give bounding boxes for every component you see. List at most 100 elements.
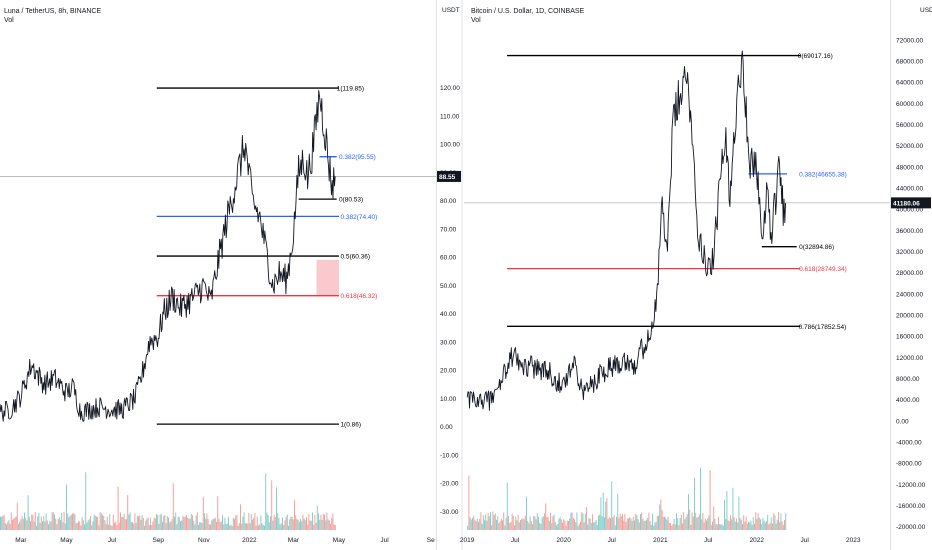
- right-volume-bar: [565, 525, 567, 530]
- left-volume-bar: [212, 519, 214, 530]
- left-y-tick-label: -20.00: [440, 481, 459, 488]
- right-volume-bar: [604, 517, 605, 530]
- right-volume-bar: [516, 520, 518, 530]
- left-volume-bar: [176, 524, 178, 530]
- left-fib-label-1: 0.382(95.55): [339, 154, 376, 161]
- left-volume-bar: [148, 525, 150, 530]
- left-volume-bar: [157, 514, 159, 530]
- left-volume-bar: [211, 520, 213, 530]
- left-volume-bar: [159, 514, 161, 530]
- left-volume-bar: [22, 518, 24, 530]
- left-volume-bar: [174, 516, 175, 530]
- right-volume-bar: [467, 525, 469, 530]
- right-chart-title[interactable]: Bitcoin / U.S. Dollar, 1D, COINBASE: [471, 8, 585, 15]
- left-volume-bar: [170, 521, 172, 530]
- left-chart-title[interactable]: Luna / TetherUS, 8h, BINANCE: [4, 8, 102, 15]
- left-volume-bar: [230, 524, 232, 530]
- left-volume-bar: [175, 512, 177, 530]
- left-volume-bar: [55, 518, 57, 530]
- left-volume-bar: [31, 514, 33, 530]
- right-volume-bar: [743, 515, 745, 530]
- left-volume-bar: [268, 522, 270, 530]
- right-volume-bar: [625, 522, 627, 530]
- left-volume-bar: [164, 515, 166, 530]
- right-volume-bar: [683, 512, 685, 530]
- left-volume-bar: [10, 512, 12, 530]
- left-volume-bar: [330, 523, 331, 530]
- left-volume-bar: [118, 522, 120, 530]
- right-y-tick-label: 48000.00: [896, 164, 923, 171]
- right-y-tick-label: 4000.00: [896, 397, 920, 404]
- left-volume-bar: [244, 523, 246, 530]
- right-x-tick-label: 2022: [750, 537, 765, 544]
- left-volume-bar: [42, 521, 43, 530]
- right-volume-bar: [527, 520, 529, 530]
- right-volume-bar: [664, 516, 665, 530]
- right-y-tick-label: 8000.00: [896, 376, 920, 383]
- left-volume-bar: [121, 516, 123, 530]
- right-volume-bar: [775, 523, 777, 530]
- right-y-tick-label: -16000.00: [896, 503, 926, 510]
- right-volume-bar: [671, 525, 673, 530]
- right-fib-label-1: 0.382(46655.38): [799, 171, 847, 178]
- right-volume-bar: [618, 518, 620, 530]
- left-volume-bar: [321, 519, 323, 530]
- left-volume-bar: [207, 519, 209, 530]
- right-volume-bar: [656, 516, 658, 530]
- left-fib-label-5: 0.618(46.32): [340, 293, 377, 300]
- left-volume-bar: [69, 515, 71, 530]
- left-volume-bar: [34, 512, 36, 530]
- left-volume-bar: [259, 524, 261, 530]
- right-volume-bar: [584, 513, 586, 530]
- right-y-tick-label: 64000.00: [896, 80, 923, 87]
- right-volume-bar: [486, 520, 488, 530]
- right-volume-bar: [553, 514, 555, 530]
- left-volume-bar: [32, 514, 34, 530]
- left-volume-bar: [64, 523, 66, 530]
- left-volume-bar: [92, 521, 94, 530]
- right-volume-bar: [704, 518, 706, 530]
- right-volume-bar: [659, 504, 661, 530]
- right-volume-bar: [764, 522, 766, 530]
- left-volume-bar: [218, 518, 220, 530]
- left-y-tick-label: -30.00: [440, 509, 459, 516]
- left-y-tick-label: 100.00: [440, 142, 460, 149]
- right-volume-bar: [680, 514, 682, 530]
- right-volume-bar: [481, 523, 483, 530]
- left-volume-bar: [229, 525, 231, 530]
- left-volume-bar: [4, 523, 6, 530]
- right-volume-bar: [499, 521, 501, 530]
- left-volume-bar: [130, 521, 132, 530]
- left-volume-bar: [156, 514, 157, 530]
- left-target-zone: [316, 259, 339, 296]
- right-volume-bar: [720, 524, 722, 530]
- right-volume-bar: [756, 518, 758, 530]
- right-volume-bar: [780, 513, 782, 530]
- left-volume-bar: [151, 525, 153, 530]
- left-volume-bar: [298, 522, 300, 530]
- left-volume-bar: [270, 516, 271, 530]
- left-volume-bar: [202, 496, 204, 530]
- right-volume-bar: [572, 517, 574, 530]
- left-volume-bar: [79, 521, 81, 530]
- right-volume-bar: [496, 519, 497, 530]
- right-volume-bar: [730, 515, 731, 530]
- left-volume-bar: [158, 523, 160, 530]
- right-volume-bar: [736, 518, 737, 530]
- right-volume-bar: [658, 515, 659, 530]
- left-volume-bar: [300, 518, 301, 530]
- left-price-series: [0, 90, 336, 422]
- right-y-tick-label: 44000.00: [896, 185, 923, 192]
- right-y-tick-label: 40000.00: [896, 207, 923, 214]
- left-volume-bar: [20, 519, 22, 530]
- right-volume-bar: [583, 522, 585, 530]
- left-volume-bar: [223, 524, 225, 530]
- left-volume-bar: [49, 521, 51, 530]
- right-volume-bar: [475, 521, 477, 530]
- right-volume-bar: [586, 507, 587, 530]
- right-volume-bar: [635, 513, 637, 530]
- right-volume-bar: [718, 516, 719, 530]
- right-volume-bar: [580, 521, 581, 530]
- left-x-tick-label: 2022: [242, 537, 257, 544]
